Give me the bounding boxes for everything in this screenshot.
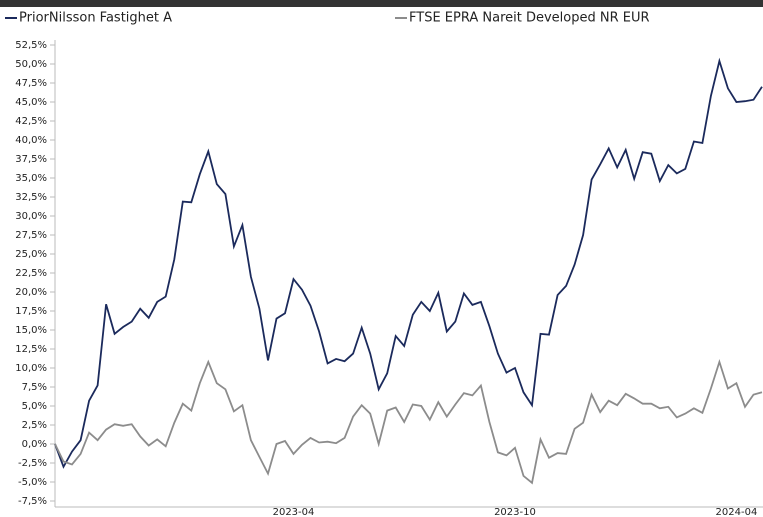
legend-label: PriorNilsson Fastighet A	[19, 11, 172, 26]
legend-label: FTSE EPRA Nareit Developed NR EUR	[409, 11, 650, 26]
y-tick-label: 45,0%	[15, 97, 47, 108]
y-tick-label: 7,5%	[22, 382, 47, 393]
y-tick-label: 15,0%	[15, 325, 47, 336]
y-tick-label: 22,5%	[15, 268, 47, 279]
y-tick-label: 0,0%	[22, 439, 47, 450]
y-tick-label: 32,5%	[15, 192, 47, 203]
y-tick-label: 5,0%	[22, 401, 47, 412]
x-tick-label: 2023-04	[273, 507, 315, 517]
y-tick-label: 30,0%	[15, 211, 47, 222]
y-tick-label: -7,5%	[18, 496, 47, 507]
y-tick-label: -5,0%	[18, 477, 47, 488]
y-tick-label: 12,5%	[15, 344, 47, 355]
x-tick-label: 2023-10	[494, 507, 536, 517]
y-tick-label: 50,0%	[15, 59, 47, 70]
y-tick-label: 10,0%	[15, 363, 47, 374]
y-tick-label: 20,0%	[15, 287, 47, 298]
y-tick-label: 35,0%	[15, 173, 47, 184]
y-tick-label: 2,5%	[22, 420, 47, 431]
y-tick-label: 17,5%	[15, 306, 47, 317]
y-tick-label: 42,5%	[15, 116, 47, 127]
y-tick-label: 47,5%	[15, 78, 47, 89]
y-tick-label: 37,5%	[15, 154, 47, 165]
y-tick-label: 25,0%	[15, 249, 47, 260]
y-tick-label: -2,5%	[18, 458, 47, 469]
y-tick-label: 27,5%	[15, 230, 47, 241]
series-line	[54, 57, 763, 469]
x-tick-label: 2024-04	[716, 507, 758, 517]
y-tick-label: 52,5%	[15, 40, 47, 51]
top-bar	[0, 0, 763, 7]
series-line	[54, 358, 763, 485]
y-tick-label: 40,0%	[15, 135, 47, 146]
